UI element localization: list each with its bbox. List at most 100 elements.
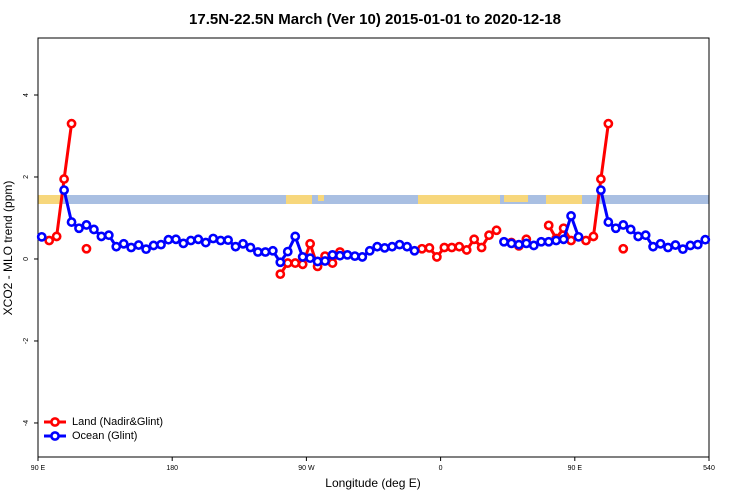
data-point xyxy=(59,185,69,196)
data-point xyxy=(595,185,606,196)
data-point xyxy=(163,234,174,245)
x-tick-label: 90 E xyxy=(568,465,583,472)
land-strip xyxy=(286,195,312,204)
data-point xyxy=(297,252,308,262)
land-strip xyxy=(418,195,500,204)
data-point xyxy=(81,243,92,254)
data-point xyxy=(312,256,323,267)
y-tick-label: 4 xyxy=(23,93,30,97)
legend-marker xyxy=(50,417,60,427)
data-point xyxy=(305,253,316,264)
data-point xyxy=(640,230,651,241)
data-point xyxy=(521,238,532,249)
y-tick-label: -2 xyxy=(23,338,30,344)
data-point xyxy=(320,256,330,266)
data-point xyxy=(603,118,614,129)
x-tick-label: 90 E xyxy=(31,465,46,472)
data-point xyxy=(394,239,405,250)
data-point xyxy=(431,252,442,262)
legend-label: Ocean (Glint) xyxy=(72,430,137,442)
data-point xyxy=(461,245,472,255)
y-tick-label: 2 xyxy=(23,175,30,179)
y-tick-label: 0 xyxy=(23,257,30,261)
land-strip xyxy=(504,195,528,202)
data-point xyxy=(51,231,62,242)
data-point xyxy=(446,242,457,253)
data-point xyxy=(141,244,152,255)
data-point xyxy=(536,236,547,247)
data-point xyxy=(327,249,338,260)
data-point xyxy=(566,211,576,221)
data-point xyxy=(290,258,301,268)
data-point xyxy=(74,223,84,234)
ocean-strip xyxy=(38,195,709,204)
data-point xyxy=(633,231,644,242)
data-point xyxy=(267,245,278,256)
data-point xyxy=(148,240,159,251)
data-point xyxy=(566,235,576,246)
data-point xyxy=(335,250,345,261)
x-tick-label: 180 xyxy=(166,465,178,472)
data-point xyxy=(625,224,636,235)
data-point xyxy=(558,234,569,245)
data-point xyxy=(648,241,658,252)
data-point xyxy=(469,234,480,245)
data-point xyxy=(424,243,435,253)
data-point xyxy=(245,242,256,253)
data-point xyxy=(506,238,517,249)
data-point xyxy=(551,235,562,246)
data-point xyxy=(36,231,47,242)
data-point xyxy=(387,241,398,252)
data-point xyxy=(200,237,211,248)
data-point xyxy=(655,238,666,249)
data-point xyxy=(282,258,293,268)
data-point xyxy=(327,258,338,268)
data-point xyxy=(491,225,502,236)
data-point xyxy=(305,238,316,249)
data-point xyxy=(275,269,286,280)
data-point xyxy=(513,239,524,250)
data-point xyxy=(357,252,368,262)
data-point xyxy=(171,234,181,245)
data-point xyxy=(96,231,107,242)
data-point xyxy=(185,235,196,246)
data-point xyxy=(476,242,487,253)
data-point xyxy=(230,241,241,252)
legend-label: Land (Nadir&Glint) xyxy=(72,416,163,428)
data-point xyxy=(349,251,360,262)
data-point xyxy=(595,174,606,184)
x-tick-label: 0 xyxy=(439,465,443,472)
data-point xyxy=(588,231,599,242)
data-point xyxy=(663,242,673,253)
data-point xyxy=(417,243,427,254)
data-point xyxy=(44,235,55,246)
data-point xyxy=(118,238,129,249)
data-point xyxy=(208,233,219,244)
data-point xyxy=(103,230,114,241)
y-axis-label: XCO2 - MLO trend (ppm) xyxy=(1,181,15,316)
x-tick-label: 540 xyxy=(703,465,715,472)
data-point xyxy=(543,236,554,247)
data-point xyxy=(685,240,696,251)
data-point xyxy=(66,118,77,129)
data-point xyxy=(581,235,591,246)
data-point xyxy=(670,240,681,250)
data-point xyxy=(700,234,711,245)
data-point xyxy=(238,238,248,249)
data-point xyxy=(484,230,494,241)
plot-frame xyxy=(37,37,710,458)
data-point xyxy=(275,257,286,268)
data-point xyxy=(692,239,703,250)
data-point xyxy=(543,220,554,231)
land-strip xyxy=(318,195,324,201)
data-point xyxy=(260,247,271,257)
data-point xyxy=(282,246,293,257)
data-point xyxy=(81,220,92,230)
legend-marker xyxy=(50,431,60,441)
data-point xyxy=(59,174,69,184)
land-strip xyxy=(38,195,62,204)
data-point xyxy=(618,243,629,254)
chart-title: 17.5N-22.5N March (Ver 10) 2015-01-01 to… xyxy=(189,11,561,28)
data-point xyxy=(372,241,383,252)
